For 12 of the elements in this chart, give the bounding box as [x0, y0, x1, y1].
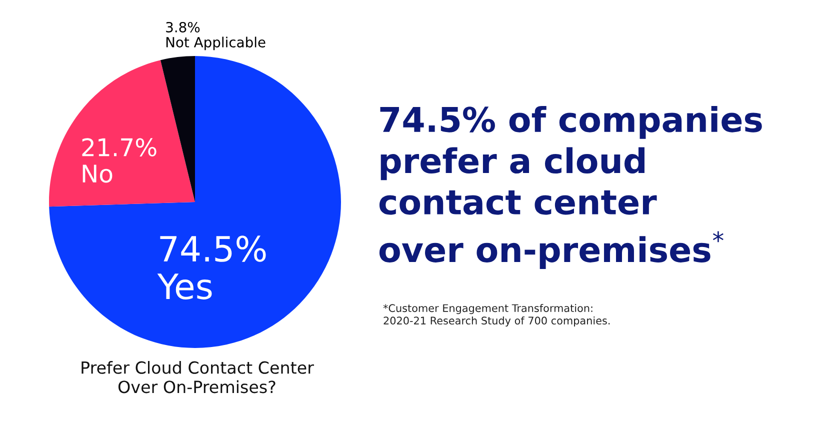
pie-slice	[49, 60, 195, 207]
text: *Customer Engagement Transformation: 2020-21 Research Study of 700 companies.	[383, 304, 610, 327]
text: Prefer Cloud Contact Center Over On-Premises?	[82, 361, 314, 394]
pie-slice	[49, 56, 341, 348]
text: 74.5% of companies prefer a cloud contact center over on-premises$^{*}$	[379, 106, 762, 270]
data-label: 21.7%	[82, 138, 156, 156]
slice-label: No	[82, 164, 112, 183]
slice-label: Not Applicable	[166, 36, 266, 50]
slice-label: Yes	[157, 274, 212, 300]
data-label: 74.5%	[160, 236, 266, 262]
data-label: 3.8%	[166, 22, 200, 32]
pie-slice	[160, 56, 195, 202]
